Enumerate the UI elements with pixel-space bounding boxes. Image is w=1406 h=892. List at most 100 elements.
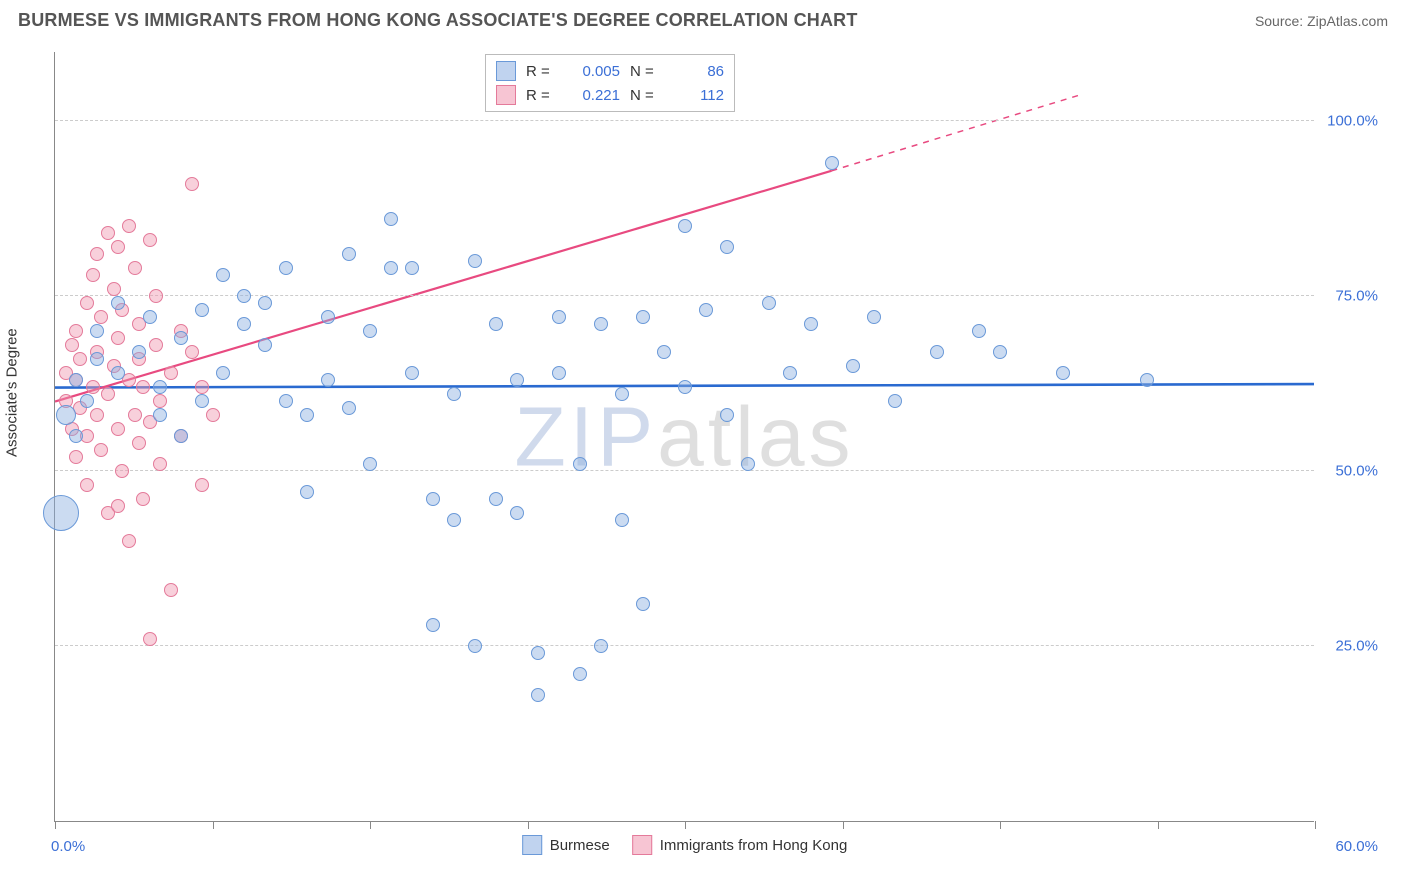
data-point-burmese <box>993 345 1007 359</box>
legend-n-label: N = <box>630 87 664 104</box>
data-point-hongkong <box>73 352 87 366</box>
data-point-burmese <box>615 387 629 401</box>
x-tick <box>1000 821 1001 829</box>
header: BURMESE VS IMMIGRANTS FROM HONG KONG ASS… <box>0 0 1406 37</box>
chart-container: Associate's Degree ZIPatlas R =0.005N =8… <box>18 44 1388 870</box>
data-point-burmese <box>531 646 545 660</box>
data-point-hongkong <box>115 464 129 478</box>
data-point-burmese <box>69 373 83 387</box>
data-point-hongkong <box>153 457 167 471</box>
data-point-burmese <box>699 303 713 317</box>
data-point-burmese <box>468 639 482 653</box>
data-point-burmese <box>1056 366 1070 380</box>
data-point-hongkong <box>101 226 115 240</box>
data-point-hongkong <box>128 261 142 275</box>
data-point-burmese <box>363 324 377 338</box>
data-point-burmese <box>279 261 293 275</box>
data-point-burmese <box>405 366 419 380</box>
data-point-burmese <box>1140 373 1154 387</box>
legend-swatch <box>496 85 516 105</box>
data-point-hongkong <box>149 338 163 352</box>
x-tick <box>685 821 686 829</box>
data-point-hongkong <box>101 387 115 401</box>
data-point-hongkong <box>136 492 150 506</box>
data-point-hongkong <box>111 499 125 513</box>
data-point-burmese <box>279 394 293 408</box>
data-point-hongkong <box>153 394 167 408</box>
data-point-burmese <box>80 394 94 408</box>
data-point-burmese <box>90 324 104 338</box>
data-point-burmese <box>573 667 587 681</box>
data-point-burmese <box>657 345 671 359</box>
y-axis-label: Associate's Degree <box>4 328 21 457</box>
legend-r-label: R = <box>526 87 560 104</box>
data-point-hongkong <box>86 268 100 282</box>
data-point-burmese <box>846 359 860 373</box>
data-point-hongkong <box>86 380 100 394</box>
x-tick <box>370 821 371 829</box>
data-point-burmese <box>447 513 461 527</box>
data-point-burmese <box>489 492 503 506</box>
x-tick <box>528 821 529 829</box>
legend-swatch <box>496 61 516 81</box>
y-tick-label: 50.0% <box>1322 463 1378 480</box>
data-point-hongkong <box>94 443 108 457</box>
data-point-hongkong <box>136 380 150 394</box>
data-point-burmese <box>762 296 776 310</box>
watermark-z: Z <box>514 389 569 483</box>
data-point-hongkong <box>206 408 220 422</box>
data-point-burmese <box>678 219 692 233</box>
data-point-burmese <box>594 317 608 331</box>
data-point-burmese <box>510 373 524 387</box>
data-point-burmese <box>258 296 272 310</box>
data-point-burmese <box>930 345 944 359</box>
data-point-burmese <box>195 394 209 408</box>
data-point-hongkong <box>164 583 178 597</box>
watermark-rest: atlas <box>657 389 854 483</box>
data-point-burmese <box>56 405 76 425</box>
data-point-burmese <box>510 506 524 520</box>
legend-r-value: 0.005 <box>570 63 620 80</box>
data-point-burmese <box>111 366 125 380</box>
data-point-hongkong <box>195 380 209 394</box>
data-point-burmese <box>342 401 356 415</box>
data-point-hongkong <box>128 408 142 422</box>
plot-area: ZIPatlas R =0.005N =86R =0.221N =112 Bur… <box>54 52 1314 822</box>
data-point-hongkong <box>69 324 83 338</box>
data-point-burmese <box>405 261 419 275</box>
data-point-hongkong <box>143 632 157 646</box>
data-point-burmese <box>216 268 230 282</box>
data-point-burmese <box>321 373 335 387</box>
data-point-hongkong <box>111 422 125 436</box>
source-label: Source: ZipAtlas.com <box>1255 13 1388 29</box>
data-point-burmese <box>825 156 839 170</box>
data-point-burmese <box>111 296 125 310</box>
y-tick-label: 25.0% <box>1322 638 1378 655</box>
data-point-burmese <box>804 317 818 331</box>
data-point-burmese <box>426 492 440 506</box>
data-point-burmese <box>43 495 79 531</box>
data-point-burmese <box>720 240 734 254</box>
data-point-burmese <box>447 387 461 401</box>
data-point-burmese <box>153 380 167 394</box>
data-point-burmese <box>552 310 566 324</box>
data-point-burmese <box>636 597 650 611</box>
data-point-burmese <box>195 303 209 317</box>
trend-line-dashed-hongkong <box>831 94 1083 171</box>
data-point-burmese <box>321 310 335 324</box>
legend-stats-row: R =0.005N =86 <box>496 59 724 83</box>
data-point-burmese <box>132 345 146 359</box>
data-point-burmese <box>741 457 755 471</box>
x-tick <box>1315 821 1316 829</box>
data-point-burmese <box>552 366 566 380</box>
data-point-burmese <box>153 408 167 422</box>
gridline-h <box>55 470 1314 471</box>
data-point-burmese <box>384 261 398 275</box>
data-point-hongkong <box>90 408 104 422</box>
legend-series-item: Burmese <box>522 835 610 855</box>
legend-series-item: Immigrants from Hong Kong <box>632 835 848 855</box>
data-point-hongkong <box>80 478 94 492</box>
y-tick-label: 100.0% <box>1322 113 1378 130</box>
data-point-hongkong <box>111 240 125 254</box>
data-point-burmese <box>90 352 104 366</box>
